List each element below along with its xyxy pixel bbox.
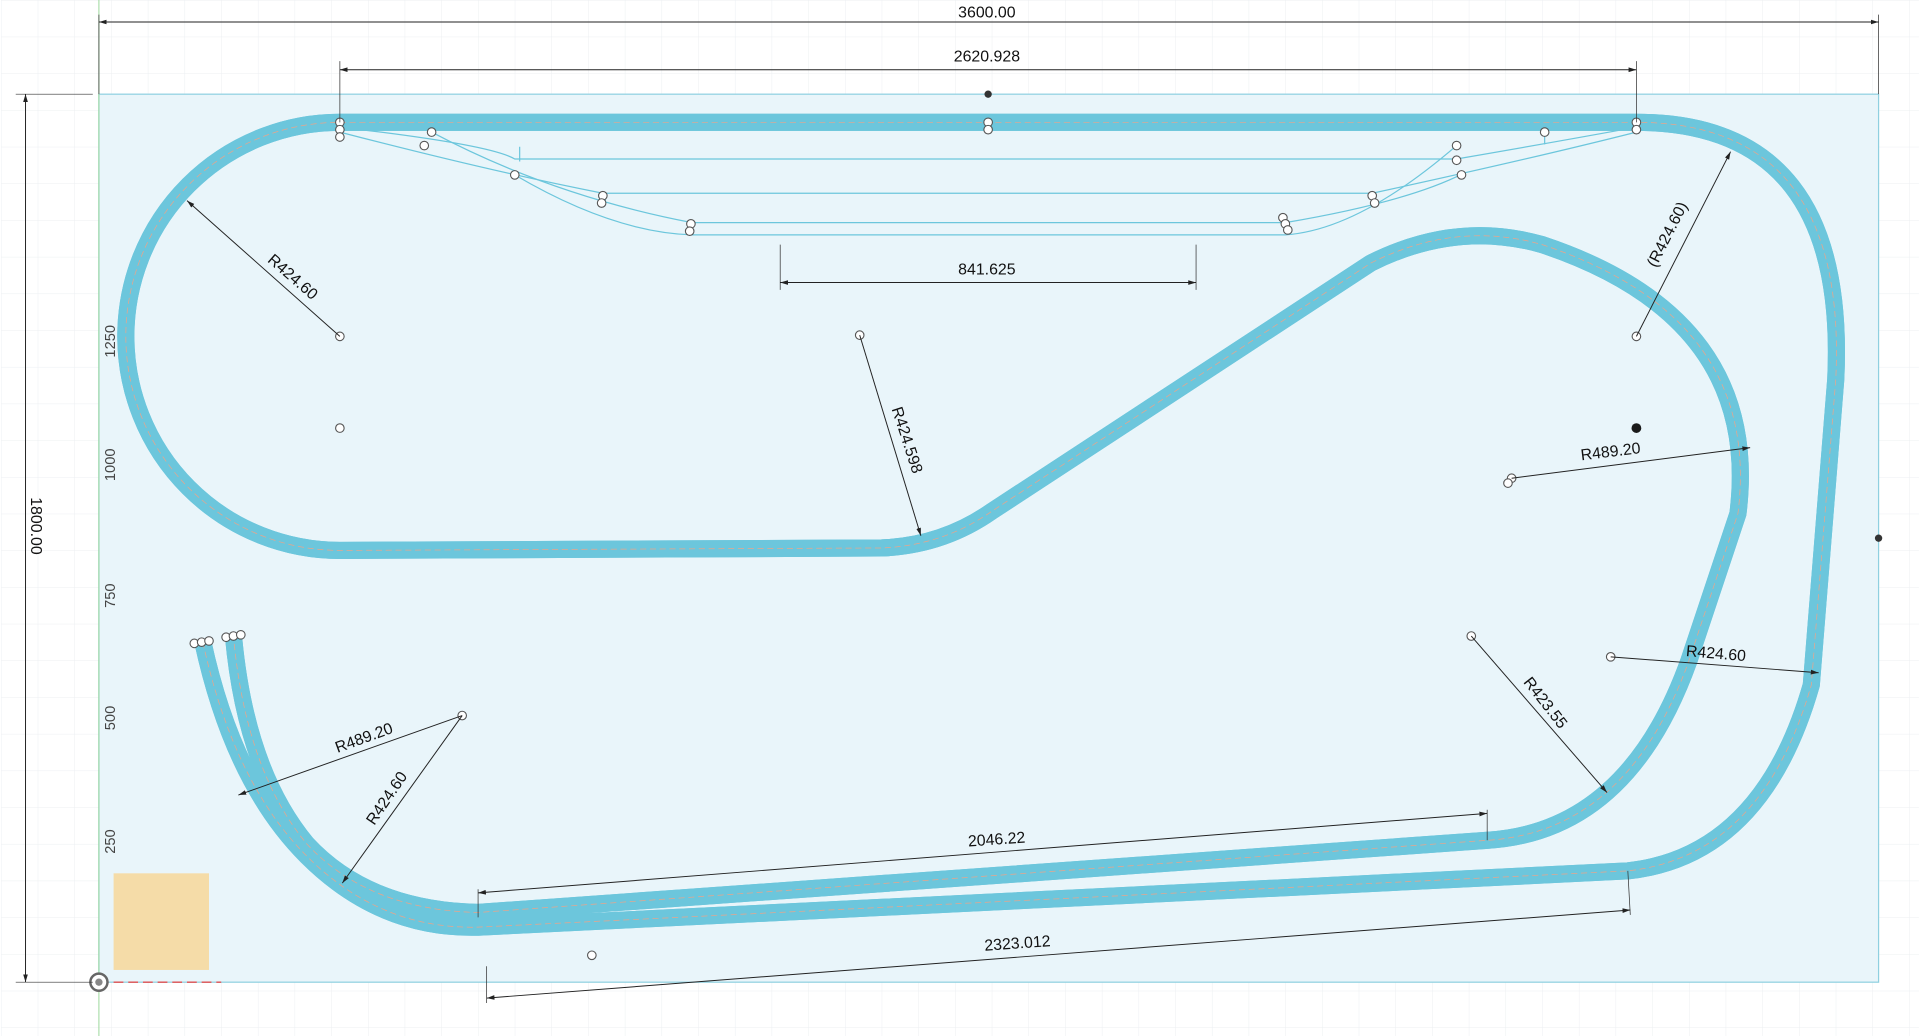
dimension-text: 3600.00 [958, 5, 1016, 22]
dimension-text: 1800.00 [27, 497, 44, 555]
orange-block [113, 873, 209, 970]
points [89, 90, 1883, 992]
dimension-text: 2323.012 [984, 933, 1051, 955]
axis-label: 1000 [103, 448, 119, 481]
axis-label: 1250 [103, 325, 119, 358]
axis-label: 500 [103, 706, 119, 730]
tracks [126, 122, 1837, 927]
axis-label: 750 [103, 583, 119, 607]
dimension-text: 841.625 [958, 262, 1016, 279]
axis-labels: 1250 1000 750 500 250 [103, 325, 119, 854]
dimension-text: 2620.928 [954, 49, 1020, 66]
radius-text: R424.60 [1685, 643, 1746, 665]
dimension-lines [15, 14, 1879, 1003]
dimension-text: 2046.22 [967, 830, 1026, 851]
axis-label: 250 [103, 829, 119, 853]
